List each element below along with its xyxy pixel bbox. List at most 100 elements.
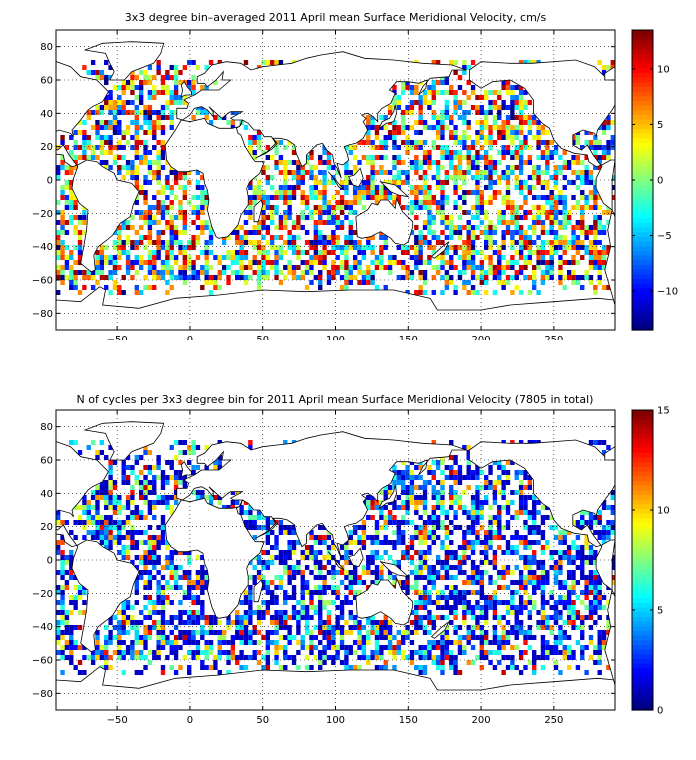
bin-cell [514,475,519,480]
bin-cell [156,115,161,120]
bin-cell [112,280,118,285]
bin-cell [366,240,371,245]
bin-cell [339,605,345,610]
bin-cell [553,570,559,575]
bin-cell [584,155,589,160]
bin-cell [195,495,201,500]
bin-cell [392,530,397,535]
bin-cell [160,635,166,640]
bin-cell [326,275,332,280]
bin-cell [291,525,297,530]
bin-cell [125,505,131,510]
bin-cell [143,580,148,585]
bin-cell [444,260,450,265]
bin-cell [121,175,126,180]
bin-cell [505,120,511,125]
bin-cell [483,140,489,145]
bin-cell [187,555,192,560]
bin-cell [562,550,567,555]
bin-cell [466,290,471,295]
bin-cell [200,205,205,210]
bin-cell [252,225,257,230]
bin-cell [527,475,533,480]
bin-cell [165,635,170,640]
bin-cell [138,70,144,75]
colorbar-swatch [632,161,653,167]
bin-cell [488,195,493,200]
bin-cell [125,80,131,85]
bin-cell [165,545,170,550]
bin-cell [374,505,380,510]
bin-cell [318,615,323,620]
bin-cell [361,205,367,210]
bin-cell [396,535,402,540]
bin-cell [475,95,480,100]
bin-cell [475,515,480,520]
bin-cell [352,530,358,535]
bin-cell [514,230,519,235]
bin-cell [475,135,480,140]
bin-cell [532,550,537,555]
bin-cell [366,630,371,635]
bin-cell [401,80,406,85]
bin-cell [73,605,78,610]
bin-cell [405,80,410,85]
bin-cell [532,220,537,225]
bin-cell [274,615,279,620]
bin-cell [505,205,511,210]
bin-cell [112,510,118,515]
bin-cell [169,120,174,125]
bin-cell [523,485,528,490]
bin-cell [374,260,380,265]
bin-cell [117,225,122,230]
bin-cell [348,560,353,565]
bin-cell [540,185,546,190]
bin-cell [200,190,205,195]
bin-cell [514,85,519,90]
bin-cell [558,225,563,230]
bin-cell [427,570,432,575]
bin-cell [510,155,515,160]
bin-cell [361,275,367,280]
bin-cell [226,650,231,655]
bin-cell [208,625,214,630]
bin-cell [527,510,533,515]
bin-cell [527,615,533,620]
bin-cell [339,580,345,585]
bin-cell [187,260,192,265]
bin-cell [409,500,415,505]
bin-cell [265,600,270,605]
bin-cell [470,245,476,250]
bin-cell [545,270,550,275]
bin-cell [488,525,493,530]
bin-cell [134,130,139,135]
bin-cell [265,520,270,525]
bin-cell [182,620,188,625]
bin-cell [86,155,91,160]
bin-cell [523,90,528,95]
bin-cell [56,290,61,295]
bin-cell [483,485,489,490]
bin-cell [462,620,467,625]
bin-cell [396,105,402,110]
bin-cell [152,215,157,220]
bin-cell [318,660,323,665]
bin-cell [418,560,423,565]
bin-cell [138,90,144,95]
bin-cell [221,240,227,245]
bin-cell [134,565,139,570]
bin-cell [414,510,419,515]
bin-cell [549,550,554,555]
bin-cell [173,645,179,650]
bin-cell [104,140,109,145]
bin-cell [156,230,161,235]
bin-cell [182,260,188,265]
bin-cell [566,165,572,170]
bin-cell [169,185,174,190]
bin-cell [230,110,236,115]
bin-cell [501,125,506,130]
bin-cell [138,160,144,165]
bin-cell [396,185,402,190]
bin-cell [182,255,188,260]
bin-cell [160,595,166,600]
